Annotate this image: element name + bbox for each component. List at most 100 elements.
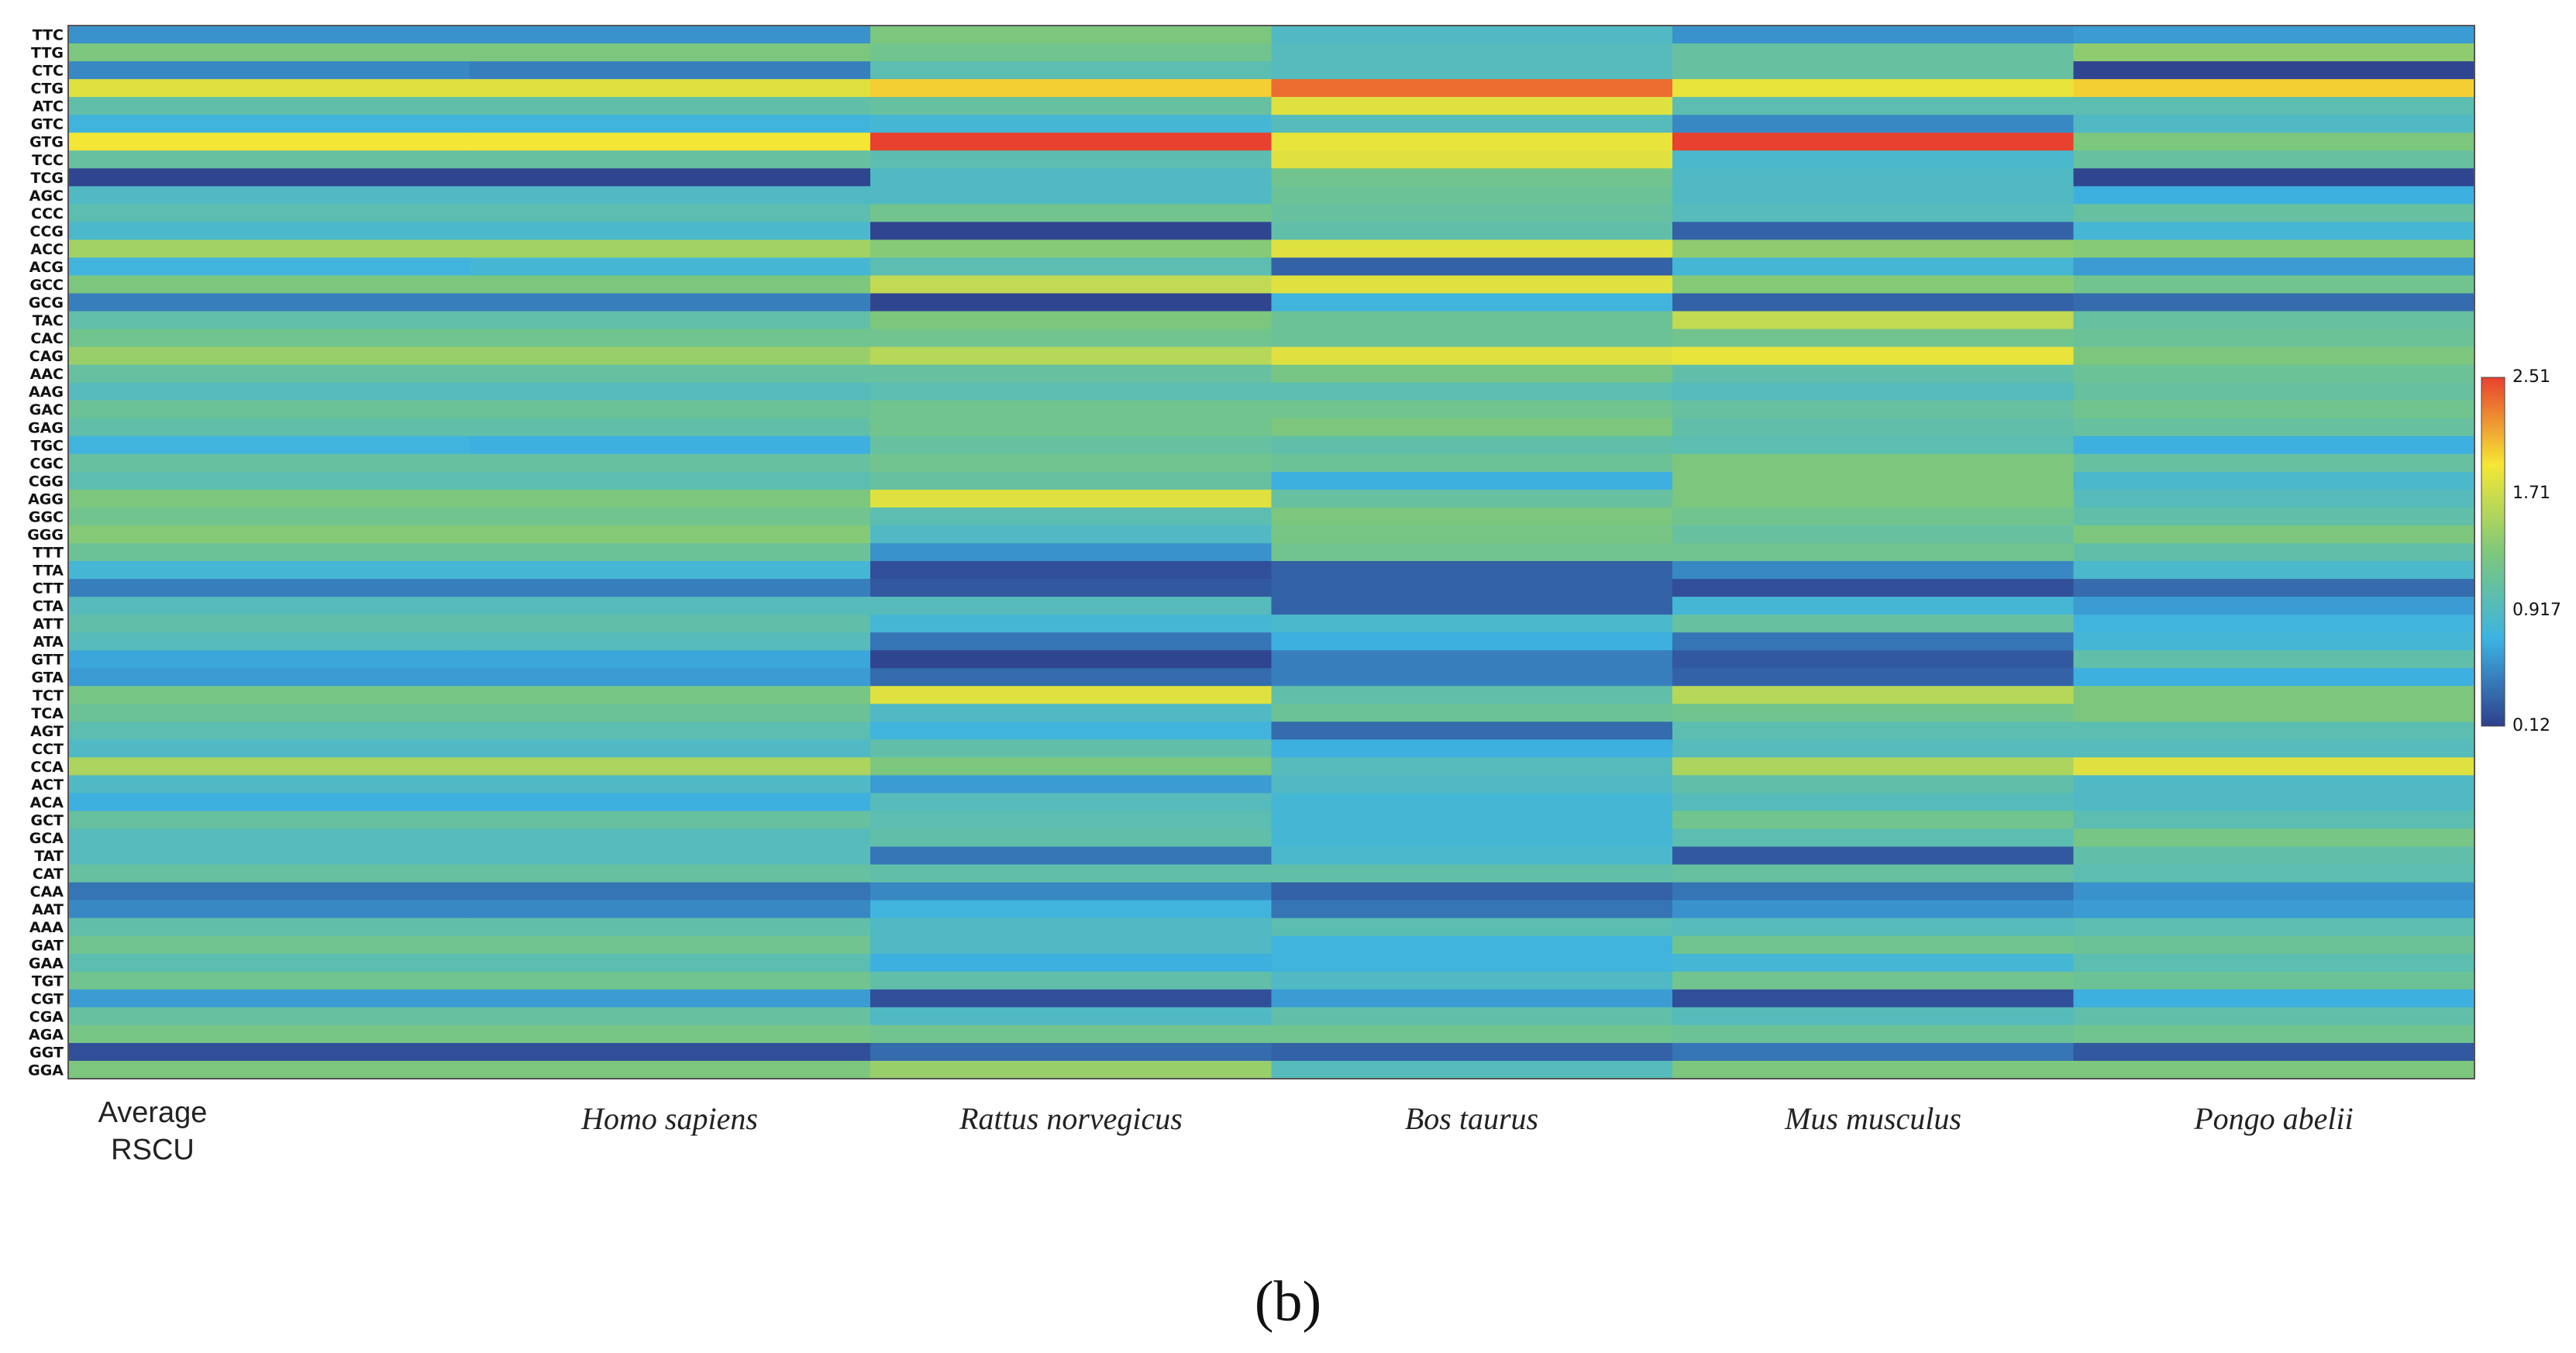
heatmap-cell [2073, 739, 2475, 758]
heatmap-cell [1672, 757, 2075, 776]
heatmap-cell [1271, 329, 1673, 348]
heatmap-cell [1271, 400, 1673, 419]
heatmap-cell [469, 239, 871, 259]
heatmap-cell [1672, 186, 2075, 205]
heatmap-cell [870, 400, 1273, 419]
heatmap-cell [68, 43, 470, 62]
heatmap-cell [68, 846, 470, 866]
heatmap-cell [2073, 364, 2475, 384]
heatmap-cell [870, 1007, 1273, 1026]
heatmap-cell [2073, 597, 2475, 615]
heatmap-cell [469, 632, 871, 651]
heatmap-cell [469, 507, 871, 526]
heatmap-cell [68, 1024, 470, 1044]
heatmap-cell [1672, 364, 2075, 384]
row-label: TTT [33, 545, 64, 562]
heatmap-cell [1672, 1024, 2075, 1044]
heatmap-cell [469, 346, 871, 366]
heatmap-cell [469, 739, 871, 758]
heatmap-cell [2073, 1007, 2475, 1026]
heatmap-cell [870, 864, 1273, 883]
heatmap-cell [2073, 97, 2475, 115]
heatmap-cell [1672, 775, 2075, 794]
heatmap-cell [2073, 971, 2475, 990]
heatmap-cell [68, 293, 470, 312]
heatmap-cell [1271, 1007, 1673, 1026]
heatmap-cell [2073, 935, 2475, 955]
heatmap-cell [469, 900, 871, 919]
heatmap-cell [870, 561, 1273, 580]
heatmap-cell [870, 204, 1273, 222]
heatmap-cell [469, 1042, 871, 1062]
heatmap-cell [2073, 275, 2475, 294]
heatmap-cell [870, 828, 1273, 848]
heatmap-cell [2073, 346, 2475, 366]
heatmap-cell [1672, 133, 2075, 151]
heatmap-cell [1672, 150, 2075, 169]
heatmap-cell [1271, 150, 1673, 169]
heatmap-cell [68, 489, 470, 508]
heatmap-cell [1672, 739, 2075, 758]
heatmap-cell [1271, 721, 1673, 740]
row-label: CCG [30, 223, 64, 240]
heatmap-cell [1672, 704, 2075, 722]
heatmap-cell [1271, 186, 1673, 205]
row-label: CAG [29, 348, 64, 365]
heatmap-cell [2073, 561, 2475, 580]
heatmap-cell [1672, 686, 2075, 704]
heatmap-cell [2073, 900, 2475, 919]
row-label: GGG [27, 526, 64, 543]
heatmap-cell [2073, 436, 2475, 455]
heatmap-cell [1672, 632, 2075, 651]
heatmap-cell [68, 1007, 470, 1026]
heatmap-cell [870, 133, 1273, 151]
row-label: ATC [33, 98, 64, 115]
heatmap-cell [1672, 311, 2075, 330]
heatmap-cell [1672, 989, 2075, 1008]
heatmap-cell [2073, 668, 2475, 687]
heatmap-cell [2073, 293, 2475, 312]
heatmap-cell [1672, 971, 2075, 990]
heatmap-cell [870, 489, 1273, 508]
row-label: CTA [33, 598, 64, 615]
heatmap-cell [870, 775, 1273, 794]
heatmap-cell [68, 615, 470, 633]
heatmap-cell [2073, 471, 2475, 491]
column-label: Bos taurus [1404, 1101, 1539, 1136]
heatmap-cell [1271, 382, 1673, 401]
heatmap-border [67, 25, 2475, 1079]
row-label: GGA [28, 1062, 64, 1079]
heatmap-cell [2073, 43, 2475, 62]
heatmap-cell [870, 739, 1273, 758]
heatmap-cell [469, 293, 871, 312]
heatmap-cell [1271, 26, 1673, 44]
heatmap-cell [2073, 846, 2475, 866]
heatmap-cell [870, 846, 1273, 866]
column-label: Average RSCU [98, 1097, 208, 1166]
heatmap-cell [1271, 97, 1673, 115]
row-label: ATA [33, 634, 64, 651]
row-label: TAT [34, 848, 64, 865]
row-label: GCG [29, 294, 64, 312]
row-label: CCT [32, 741, 64, 758]
heatmap-cell [870, 525, 1273, 544]
heatmap-cell [1271, 507, 1673, 526]
heatmap-cell [68, 775, 470, 794]
heatmap-cell [870, 632, 1273, 651]
row-label: CGG [29, 473, 64, 490]
heatmap-cell [469, 222, 871, 240]
heatmap-cell [870, 43, 1273, 62]
heatmap-cell [68, 507, 470, 526]
heatmap-cell [2073, 382, 2475, 401]
heatmap-cell [1672, 561, 2075, 580]
heatmap-cell [469, 382, 871, 401]
heatmap-cell [2073, 115, 2475, 133]
heatmap-cell [870, 900, 1273, 919]
heatmap-cell [2073, 168, 2475, 187]
heatmap-cell [1672, 436, 2075, 455]
heatmap-cell [1271, 1024, 1673, 1044]
heatmap-cell [469, 686, 871, 704]
heatmap-cell [1672, 115, 2075, 133]
heatmap-cell [469, 579, 871, 597]
